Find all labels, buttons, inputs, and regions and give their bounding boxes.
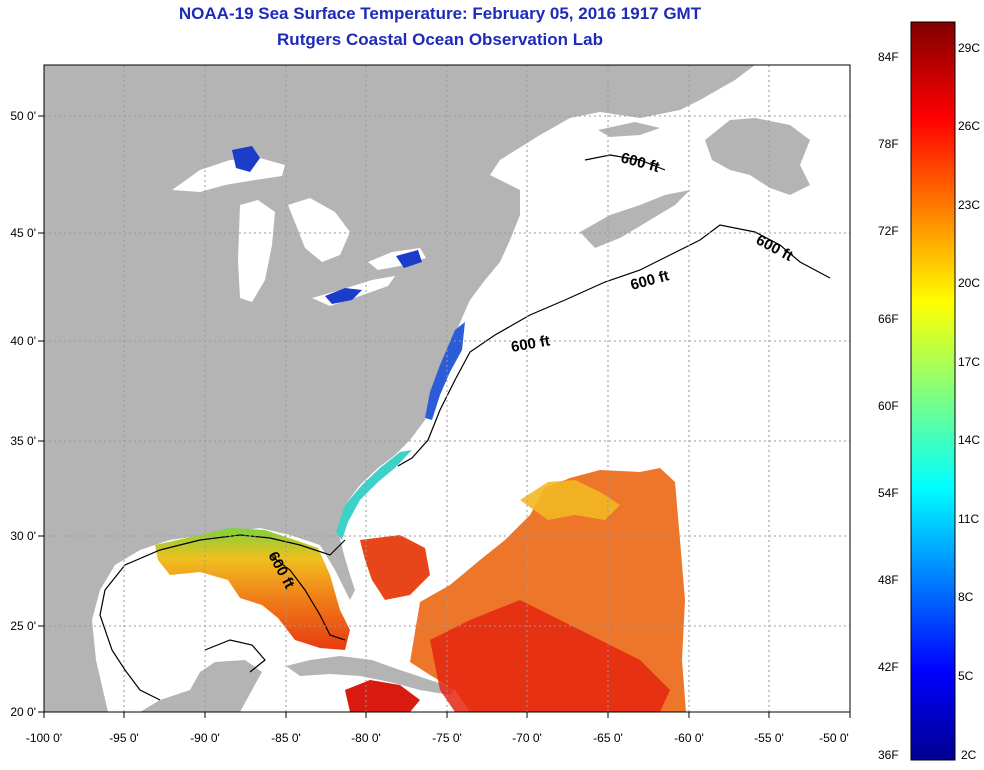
fahrenheit-label: 48F xyxy=(878,573,899,587)
lat-label: 40 0' xyxy=(10,334,36,348)
longitude-labels: -100 0' -95 0' -90 0' -85 0' -80 0' -75 … xyxy=(26,731,849,745)
axis-ticks xyxy=(38,115,851,718)
southeast-coast-water xyxy=(336,450,412,540)
isobath-600ft xyxy=(99,154,831,701)
latitude-labels: 50 0' 45 0' 40 0' 35 0' 30 0' 25 0' 20 0… xyxy=(10,109,36,719)
lake-superior-cold-water xyxy=(232,146,260,172)
lat-label: 20 0' xyxy=(10,705,36,719)
celsius-label: 20C xyxy=(958,276,981,290)
celsius-label: 17C xyxy=(958,355,981,369)
color-scale-bar xyxy=(910,21,956,761)
fahrenheit-label: 66F xyxy=(878,312,899,326)
land-nova-scotia xyxy=(580,190,690,248)
lat-label: 35 0' xyxy=(10,434,36,448)
mid-atlantic-cold-water xyxy=(425,322,465,420)
florida-straits-warm-water xyxy=(360,535,430,600)
fahrenheit-label: 54F xyxy=(878,486,899,500)
lat-label: 50 0' xyxy=(10,109,36,123)
celsius-label: 29C xyxy=(958,41,981,55)
fahrenheit-label: 78F xyxy=(878,137,899,151)
celsius-label: 8C xyxy=(958,590,974,604)
celsius-label: 26C xyxy=(958,119,981,133)
lake-huron xyxy=(288,198,350,262)
map-title: NOAA-19 Sea Surface Temperature: Februar… xyxy=(178,4,702,23)
lon-label: -85 0' xyxy=(271,731,301,745)
atlantic-yellow-edge xyxy=(520,480,620,520)
atlantic-warm-core xyxy=(430,600,670,712)
lake-superior xyxy=(172,158,285,192)
land-anticosti xyxy=(598,122,660,137)
lat-label: 25 0' xyxy=(10,619,36,633)
lon-label: -75 0' xyxy=(432,731,462,745)
celsius-label: 23C xyxy=(958,198,981,212)
fahrenheit-label: 36F xyxy=(878,748,899,762)
contour-label: 600 ft xyxy=(510,332,552,356)
lon-label: -70 0' xyxy=(512,731,542,745)
fahrenheit-label: 42F xyxy=(878,660,899,674)
lon-label: -55 0' xyxy=(754,731,784,745)
celsius-label: 14C xyxy=(958,433,981,447)
fahrenheit-label: 84F xyxy=(878,50,899,64)
fahrenheit-label: 60F xyxy=(878,399,899,413)
fahrenheit-label: 72F xyxy=(878,224,899,238)
lake-erie-cold-water xyxy=(325,288,362,304)
map-subtitle: Rutgers Coastal Ocean Observation Lab xyxy=(277,30,603,49)
lon-label: -65 0' xyxy=(593,731,623,745)
gulf-sst-band xyxy=(155,528,350,650)
lake-michigan xyxy=(238,200,275,302)
celsius-label: 11C xyxy=(958,512,980,526)
land-newfoundland xyxy=(705,118,810,195)
land-yucatan xyxy=(140,660,262,712)
lat-label: 30 0' xyxy=(10,529,36,543)
celsius-label: 2C xyxy=(961,748,977,762)
celsius-label: 5C xyxy=(958,669,974,683)
lon-label: -60 0' xyxy=(674,731,704,745)
lon-label: -90 0' xyxy=(190,731,220,745)
lon-label: -100 0' xyxy=(26,731,62,745)
lon-label: -95 0' xyxy=(109,731,139,745)
graticule xyxy=(44,65,850,712)
lon-label: -50 0' xyxy=(819,731,849,745)
lat-label: 45 0' xyxy=(10,226,36,240)
lon-label: -80 0' xyxy=(351,731,381,745)
caribbean-warm-water xyxy=(345,680,420,712)
land-north-america xyxy=(44,65,755,712)
land-cuba xyxy=(286,656,455,695)
lake-ontario-cold-water xyxy=(396,250,422,268)
